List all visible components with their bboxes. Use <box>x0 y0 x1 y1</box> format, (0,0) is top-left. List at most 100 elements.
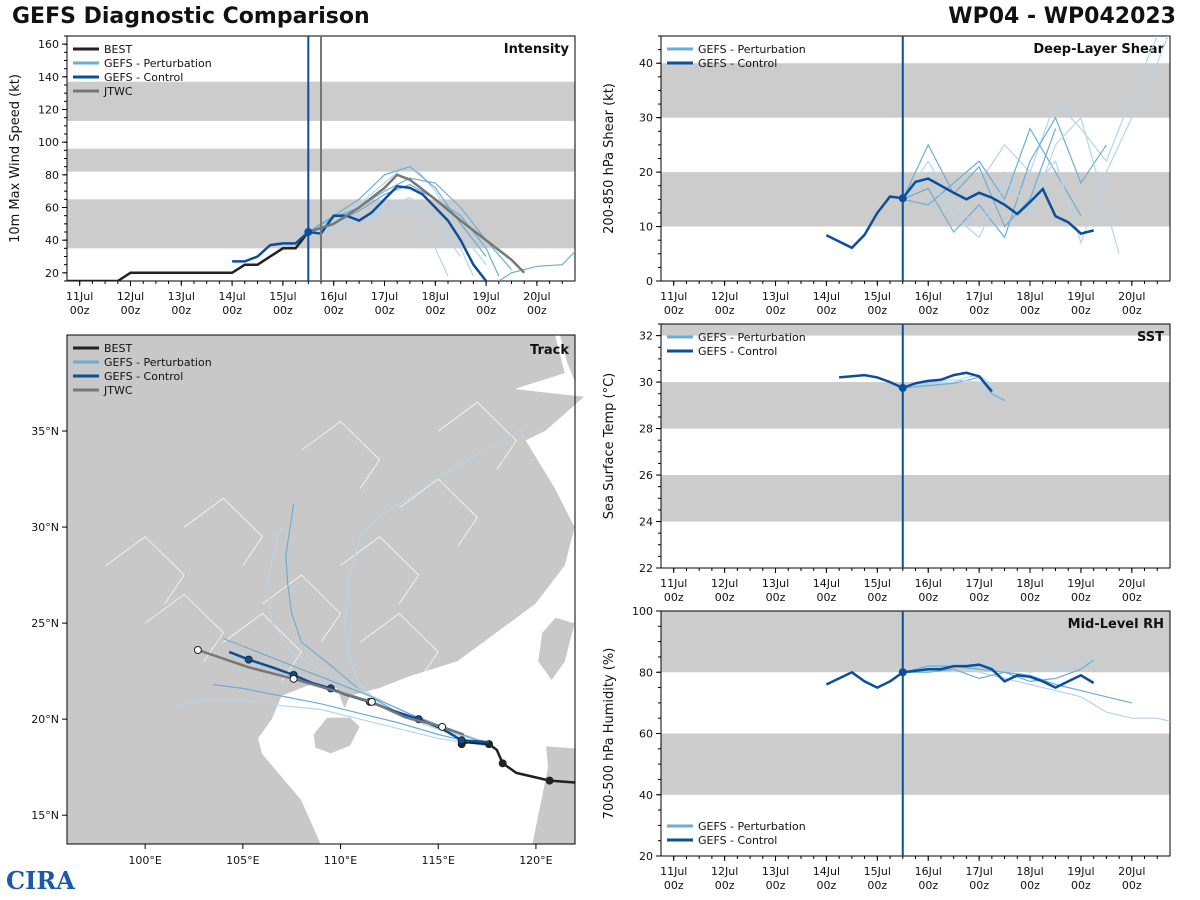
x-tick-label: 00z <box>1122 304 1142 317</box>
x-tick-label: 00z <box>766 879 786 892</box>
province-border <box>398 478 478 547</box>
x-tick-label: 12Jul <box>711 865 738 878</box>
x-tick-label: 00z <box>171 304 191 317</box>
x-tick-label: 00z <box>715 591 735 604</box>
legend-label: GEFS - Control <box>698 834 777 847</box>
y-tick-label: 20 <box>639 850 653 863</box>
x-tick-label: 00z <box>664 304 684 317</box>
x-tick-label: 00z <box>1020 591 1040 604</box>
x-tick-label: 20Jul <box>1118 290 1145 303</box>
lat-tick-label: 15°N <box>31 809 59 822</box>
y-axis-label: 200-850 hPa Shear (kt) <box>602 83 617 234</box>
cira-logo: CIRA <box>6 866 75 895</box>
x-tick-label: 15Jul <box>269 290 296 303</box>
track-point <box>244 655 253 664</box>
y-tick-label: 60 <box>45 202 59 215</box>
land-mainland <box>66 334 586 845</box>
track-line <box>174 699 488 747</box>
storm-id-title: WP04 - WP042023 <box>948 4 1176 29</box>
x-tick-label: 00z <box>867 879 887 892</box>
x-tick-label: 15Jul <box>864 577 891 590</box>
page-title: GEFS Diagnostic Comparison <box>12 4 370 29</box>
series-line <box>902 665 1132 704</box>
track-point <box>367 697 376 706</box>
lon-tick-label: 100°E <box>128 854 161 867</box>
series-line <box>902 374 1006 406</box>
x-tick-label: 18Jul <box>1016 290 1043 303</box>
shading-band <box>661 382 1170 429</box>
x-tick-label: 00z <box>476 304 496 317</box>
lon-tick-label: 110°E <box>324 854 357 867</box>
x-tick-label: 13Jul <box>762 865 789 878</box>
x-tick-label: 19Jul <box>472 290 499 303</box>
lat-tick-label: 35°N <box>31 425 59 438</box>
x-tick-label: 19Jul <box>1067 577 1094 590</box>
init-point <box>898 668 907 677</box>
x-tick-label: 11Jul <box>660 290 687 303</box>
shading-band <box>661 63 1170 118</box>
x-tick-label: 00z <box>222 304 242 317</box>
y-tick-label: 80 <box>639 666 653 679</box>
x-tick-label: 14Jul <box>813 865 840 878</box>
y-tick-label: 0 <box>646 275 653 288</box>
shading-band <box>661 733 1170 795</box>
x-tick-label: 16Jul <box>915 865 942 878</box>
shear-panel: 01020304011Jul00z12Jul00z13Jul00z14Jul00… <box>602 35 1171 317</box>
x-tick-label: 00z <box>664 879 684 892</box>
x-tick-label: 00z <box>867 304 887 317</box>
y-axis-label: 700-500 hPa Humidity (%) <box>602 648 617 820</box>
lon-tick-label: 115°E <box>422 854 455 867</box>
y-axis-label: Sea Surface Temp (°C) <box>602 373 617 520</box>
x-tick-label: 00z <box>918 591 938 604</box>
legend-label: JTWC <box>103 384 133 397</box>
track-point <box>457 736 466 745</box>
track-point <box>438 722 447 731</box>
x-tick-label: 00z <box>1071 591 1091 604</box>
x-tick-label: 00z <box>1020 879 1040 892</box>
y-tick-label: 80 <box>45 169 59 182</box>
plot-frame <box>66 334 576 845</box>
track-point <box>289 674 298 683</box>
province-border <box>144 593 224 662</box>
x-tick-label: 16Jul <box>915 290 942 303</box>
series-line <box>902 662 1170 722</box>
x-tick-label: 20Jul <box>1118 865 1145 878</box>
init-point <box>898 194 907 203</box>
y-tick-label: 40 <box>639 57 653 70</box>
x-tick-label: 00z <box>817 879 837 892</box>
x-tick-label: 17Jul <box>965 290 992 303</box>
x-tick-label: 00z <box>1122 591 1142 604</box>
shading-band <box>661 475 1170 522</box>
series-line <box>902 379 993 411</box>
series-line <box>307 177 512 270</box>
y-tick-label: 26 <box>639 469 653 482</box>
x-tick-label: 17Jul <box>965 865 992 878</box>
rh-panel: 2040608010011Jul00z12Jul00z13Jul00z14Jul… <box>602 605 1171 892</box>
x-tick-label: 13Jul <box>762 577 789 590</box>
panel-title: Mid-Level RH <box>1068 617 1164 632</box>
y-tick-label: 24 <box>639 516 653 529</box>
x-tick-label: 00z <box>969 304 989 317</box>
y-tick-label: 10 <box>639 221 653 234</box>
x-tick-label: 00z <box>121 304 141 317</box>
x-tick-label: 16Jul <box>320 290 347 303</box>
land-hainan <box>312 716 361 755</box>
series-line <box>825 663 1095 689</box>
legend-label: JTWC <box>103 85 133 98</box>
province-border <box>262 574 341 643</box>
x-tick-label: 17Jul <box>965 577 992 590</box>
series-line <box>902 36 1158 217</box>
y-tick-label: 40 <box>45 234 59 247</box>
legend-label: GEFS - Control <box>698 57 777 70</box>
series-line <box>308 203 462 257</box>
series-line <box>902 659 1095 683</box>
province-border <box>340 536 420 605</box>
series-line <box>902 128 1057 228</box>
legend-label: GEFS - Perturbation <box>698 43 806 56</box>
series-line <box>232 184 488 281</box>
x-tick-label: 17Jul <box>371 290 398 303</box>
series-line <box>902 116 1107 239</box>
y-tick-label: 30 <box>639 112 653 125</box>
province-border <box>438 401 517 470</box>
